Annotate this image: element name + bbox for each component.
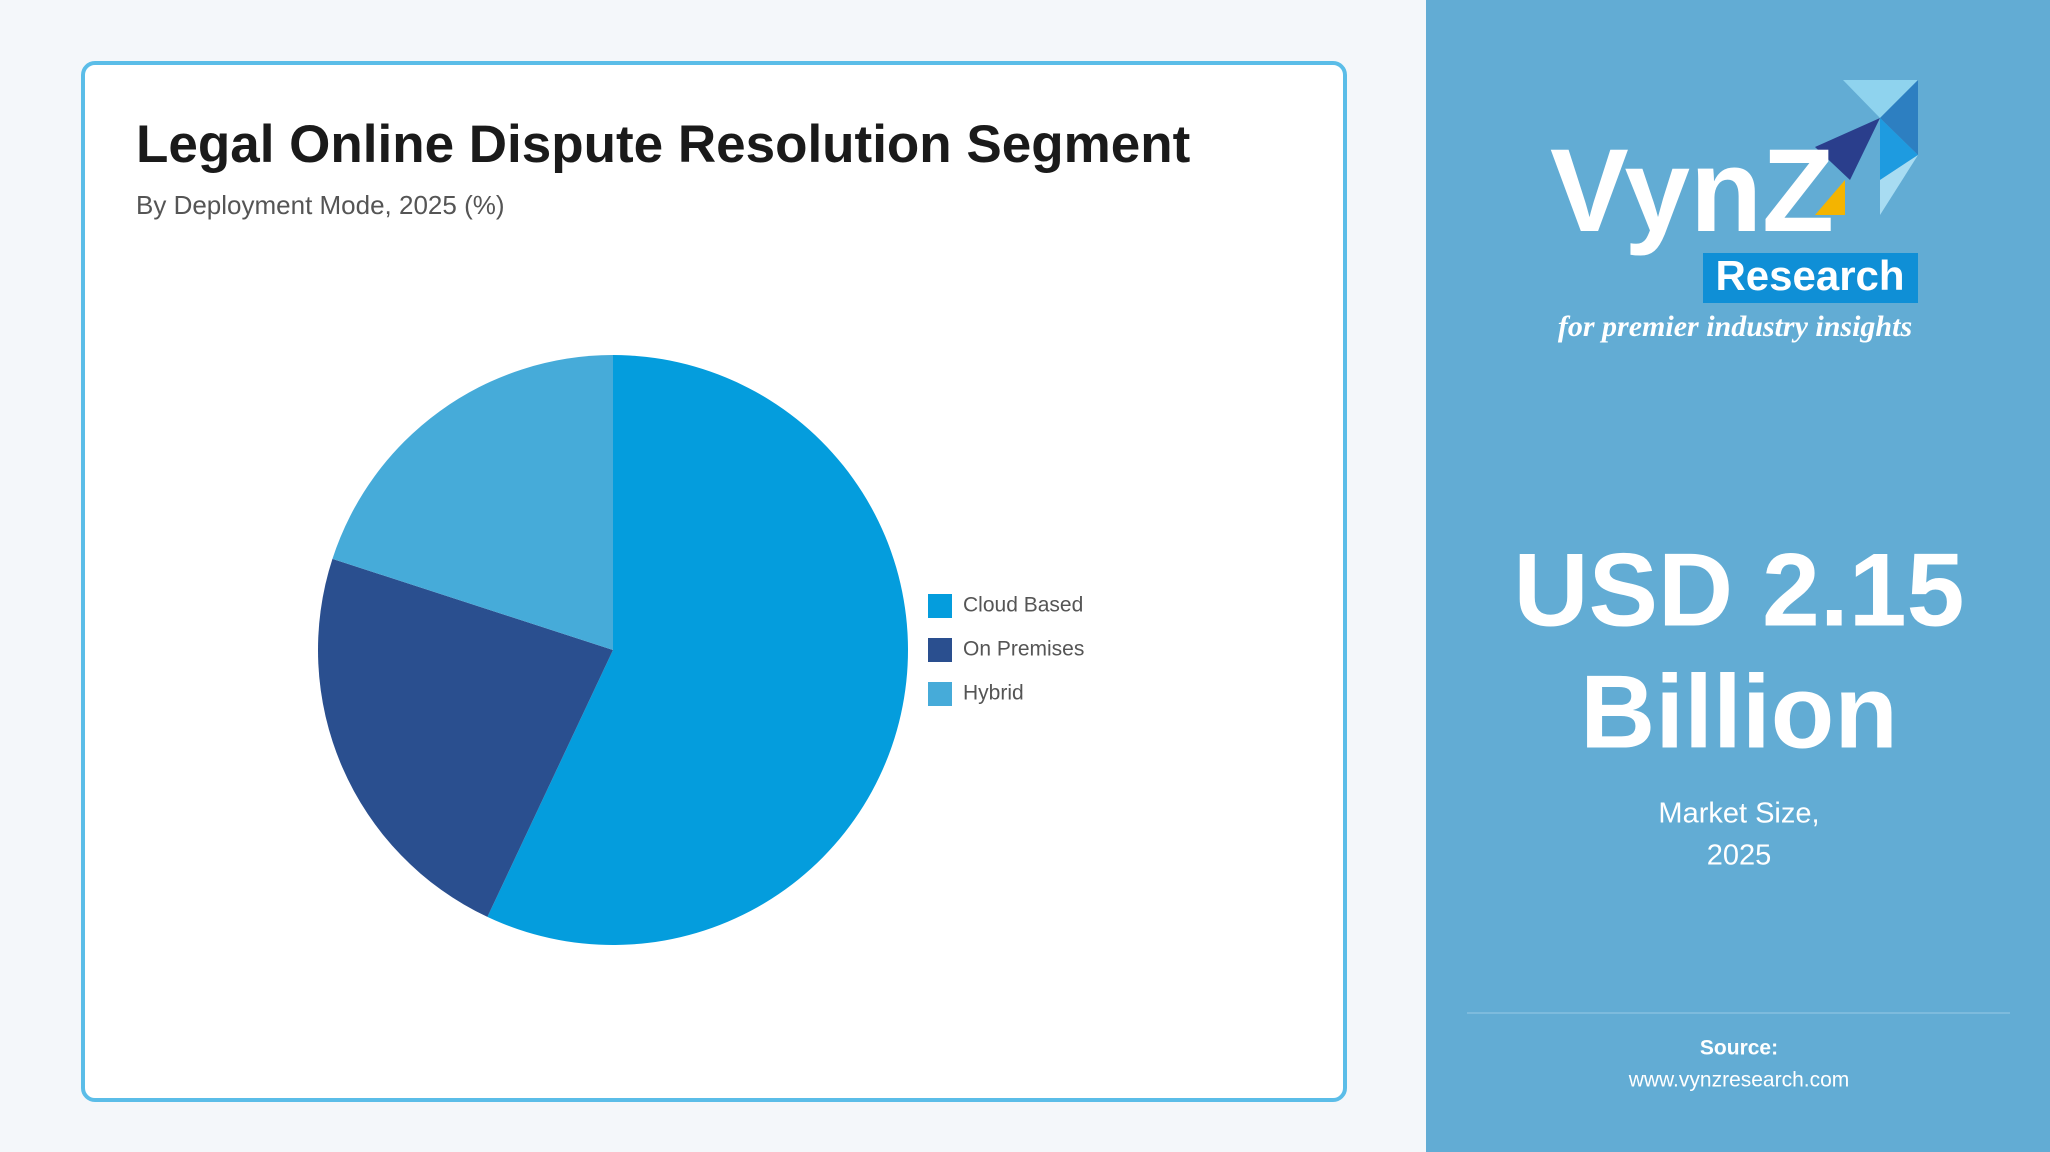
chart-subtitle: By Deployment Mode, 2025 (%): [136, 190, 505, 220]
side-panel: [1426, 0, 2050, 1152]
brand-sub: Research: [1715, 252, 1904, 299]
pie-slice: [332, 355, 613, 650]
brand-name: VynZ: [1550, 125, 1834, 257]
market-amount: USD 2.15: [1514, 532, 1965, 648]
source-label: Source:: [1700, 1037, 1778, 1060]
legend-label: Hybrid: [963, 682, 1024, 705]
legend-swatch: [928, 682, 952, 706]
chart-title: Legal Online Dispute Resolution Segment: [136, 115, 1190, 174]
pie-slice: [318, 558, 613, 917]
market-year: 2025: [1707, 840, 1772, 872]
legend-swatch: [928, 638, 952, 662]
legend-swatch: [928, 594, 952, 618]
source-url: www.vynzresearch.com: [1628, 1069, 1850, 1092]
market-label: Market Size,: [1658, 798, 1819, 830]
brand-box: [1703, 253, 1918, 303]
pie-slice: [487, 355, 908, 945]
legend-label: On Premises: [963, 638, 1084, 661]
legend-label: Cloud Based: [963, 594, 1083, 617]
logo-mark: [1815, 80, 1918, 215]
brand-tagline: for premier industry insights: [1558, 310, 1912, 343]
market-unit: Billion: [1580, 654, 1898, 770]
